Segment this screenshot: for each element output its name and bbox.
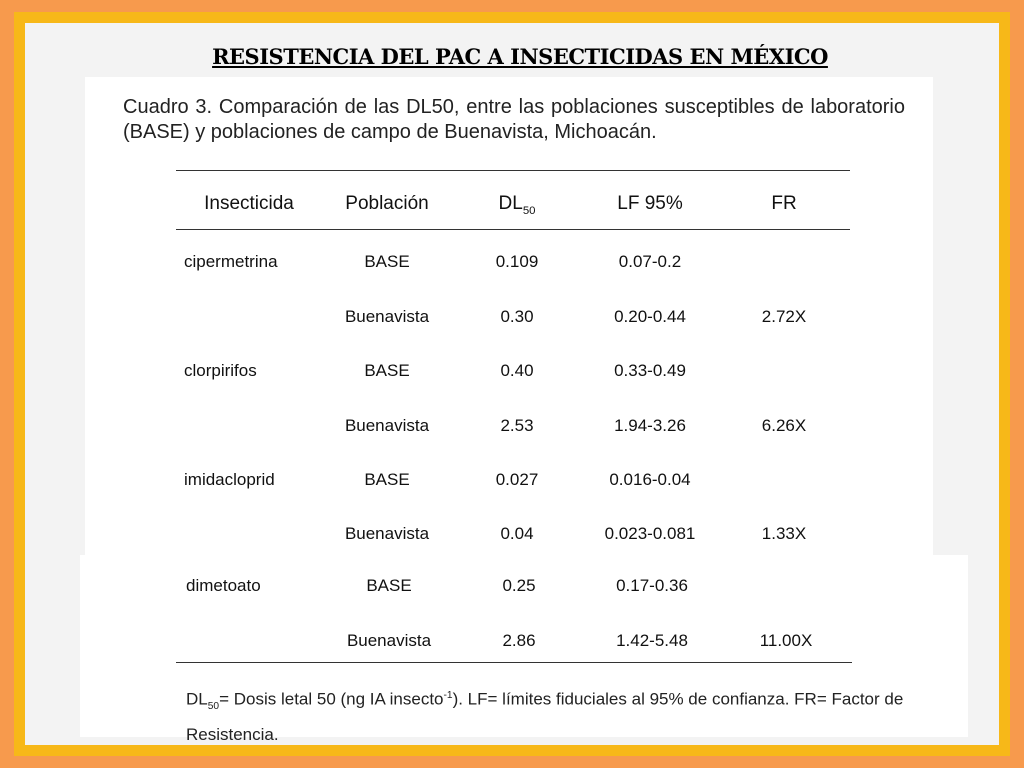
footnote-sup: -1: [443, 690, 453, 701]
table-image-bottom: [80, 555, 968, 737]
header-lf95: LF 95%: [617, 193, 683, 214]
cell-insecticida: clorpirifos: [184, 361, 257, 380]
cell-lf: 0.20-0.44: [614, 307, 686, 326]
header-dl-main: DL: [498, 193, 523, 214]
cell-dl: 0.027: [495, 470, 539, 489]
cell-dl: 0.109: [495, 252, 539, 271]
table-header-rule: [176, 229, 850, 230]
header-dl-sub: 50: [522, 204, 536, 217]
header-fr: FR: [771, 193, 797, 214]
footnote-dl-sub: 50: [207, 701, 220, 713]
cell-poblacion: BASE: [364, 361, 410, 380]
cell-poblacion: BASE: [364, 470, 410, 489]
header-poblacion: Población: [345, 193, 429, 214]
footnote-part1: = Dosis letal 50 (ng IA insecto: [219, 689, 444, 709]
cell-fr: 6.26X: [761, 416, 807, 435]
cell-poblacion: Buenavista: [344, 416, 430, 435]
table-top-rule: [176, 170, 850, 171]
table-caption: Cuadro 3. Comparación de las DL50, entre…: [123, 96, 905, 143]
cell-dl: 2.86: [502, 631, 536, 650]
cell-fr: 2.72X: [761, 307, 807, 326]
cell-dl: 0.25: [502, 576, 536, 595]
header-insecticida: Insecticida: [204, 193, 294, 214]
cell-lf: 1.94-3.26: [614, 416, 686, 435]
cell-lf: 0.33-0.49: [614, 361, 686, 380]
cell-insecticida: dimetoato: [186, 576, 261, 595]
cell-lf: 0.07-0.2: [618, 252, 682, 271]
cell-dl: 0.40: [500, 361, 534, 380]
cell-dl: 2.53: [500, 416, 534, 435]
cell-poblacion: BASE: [366, 576, 412, 595]
table-footnote: DL50= Dosis letal 50 (ng IA insecto-1). …: [186, 682, 916, 749]
cell-dl: 0.04: [500, 524, 534, 543]
footnote-part2: ). LF= límites fiduciales al 95% de conf…: [186, 689, 904, 745]
footnote-dl-main: DL: [186, 689, 208, 709]
cell-poblacion: Buenavista: [344, 307, 430, 326]
cell-lf: 1.42-5.48: [616, 631, 688, 650]
header-dl50: DL50: [499, 193, 536, 217]
cell-poblacion: Buenavista: [346, 631, 432, 650]
cell-fr: 11.00X: [759, 631, 813, 650]
cell-lf: 0.17-0.36: [616, 576, 688, 595]
slide-title: RESISTENCIA DEL PAC A INSECTICIDAS EN MÉ…: [212, 44, 828, 69]
cell-poblacion: Buenavista: [344, 524, 430, 543]
cell-insecticida: imidacloprid: [184, 470, 275, 489]
cell-fr: 1.33X: [761, 524, 807, 543]
cell-insecticida: cipermetrina: [184, 252, 278, 271]
cell-dl: 0.30: [500, 307, 534, 326]
table-image-top: [85, 77, 933, 557]
table-bottom-rule: [176, 662, 852, 663]
cell-poblacion: BASE: [364, 252, 410, 271]
cell-lf: 0.016-0.04: [609, 470, 691, 489]
cell-lf: 0.023-0.081: [604, 524, 696, 543]
